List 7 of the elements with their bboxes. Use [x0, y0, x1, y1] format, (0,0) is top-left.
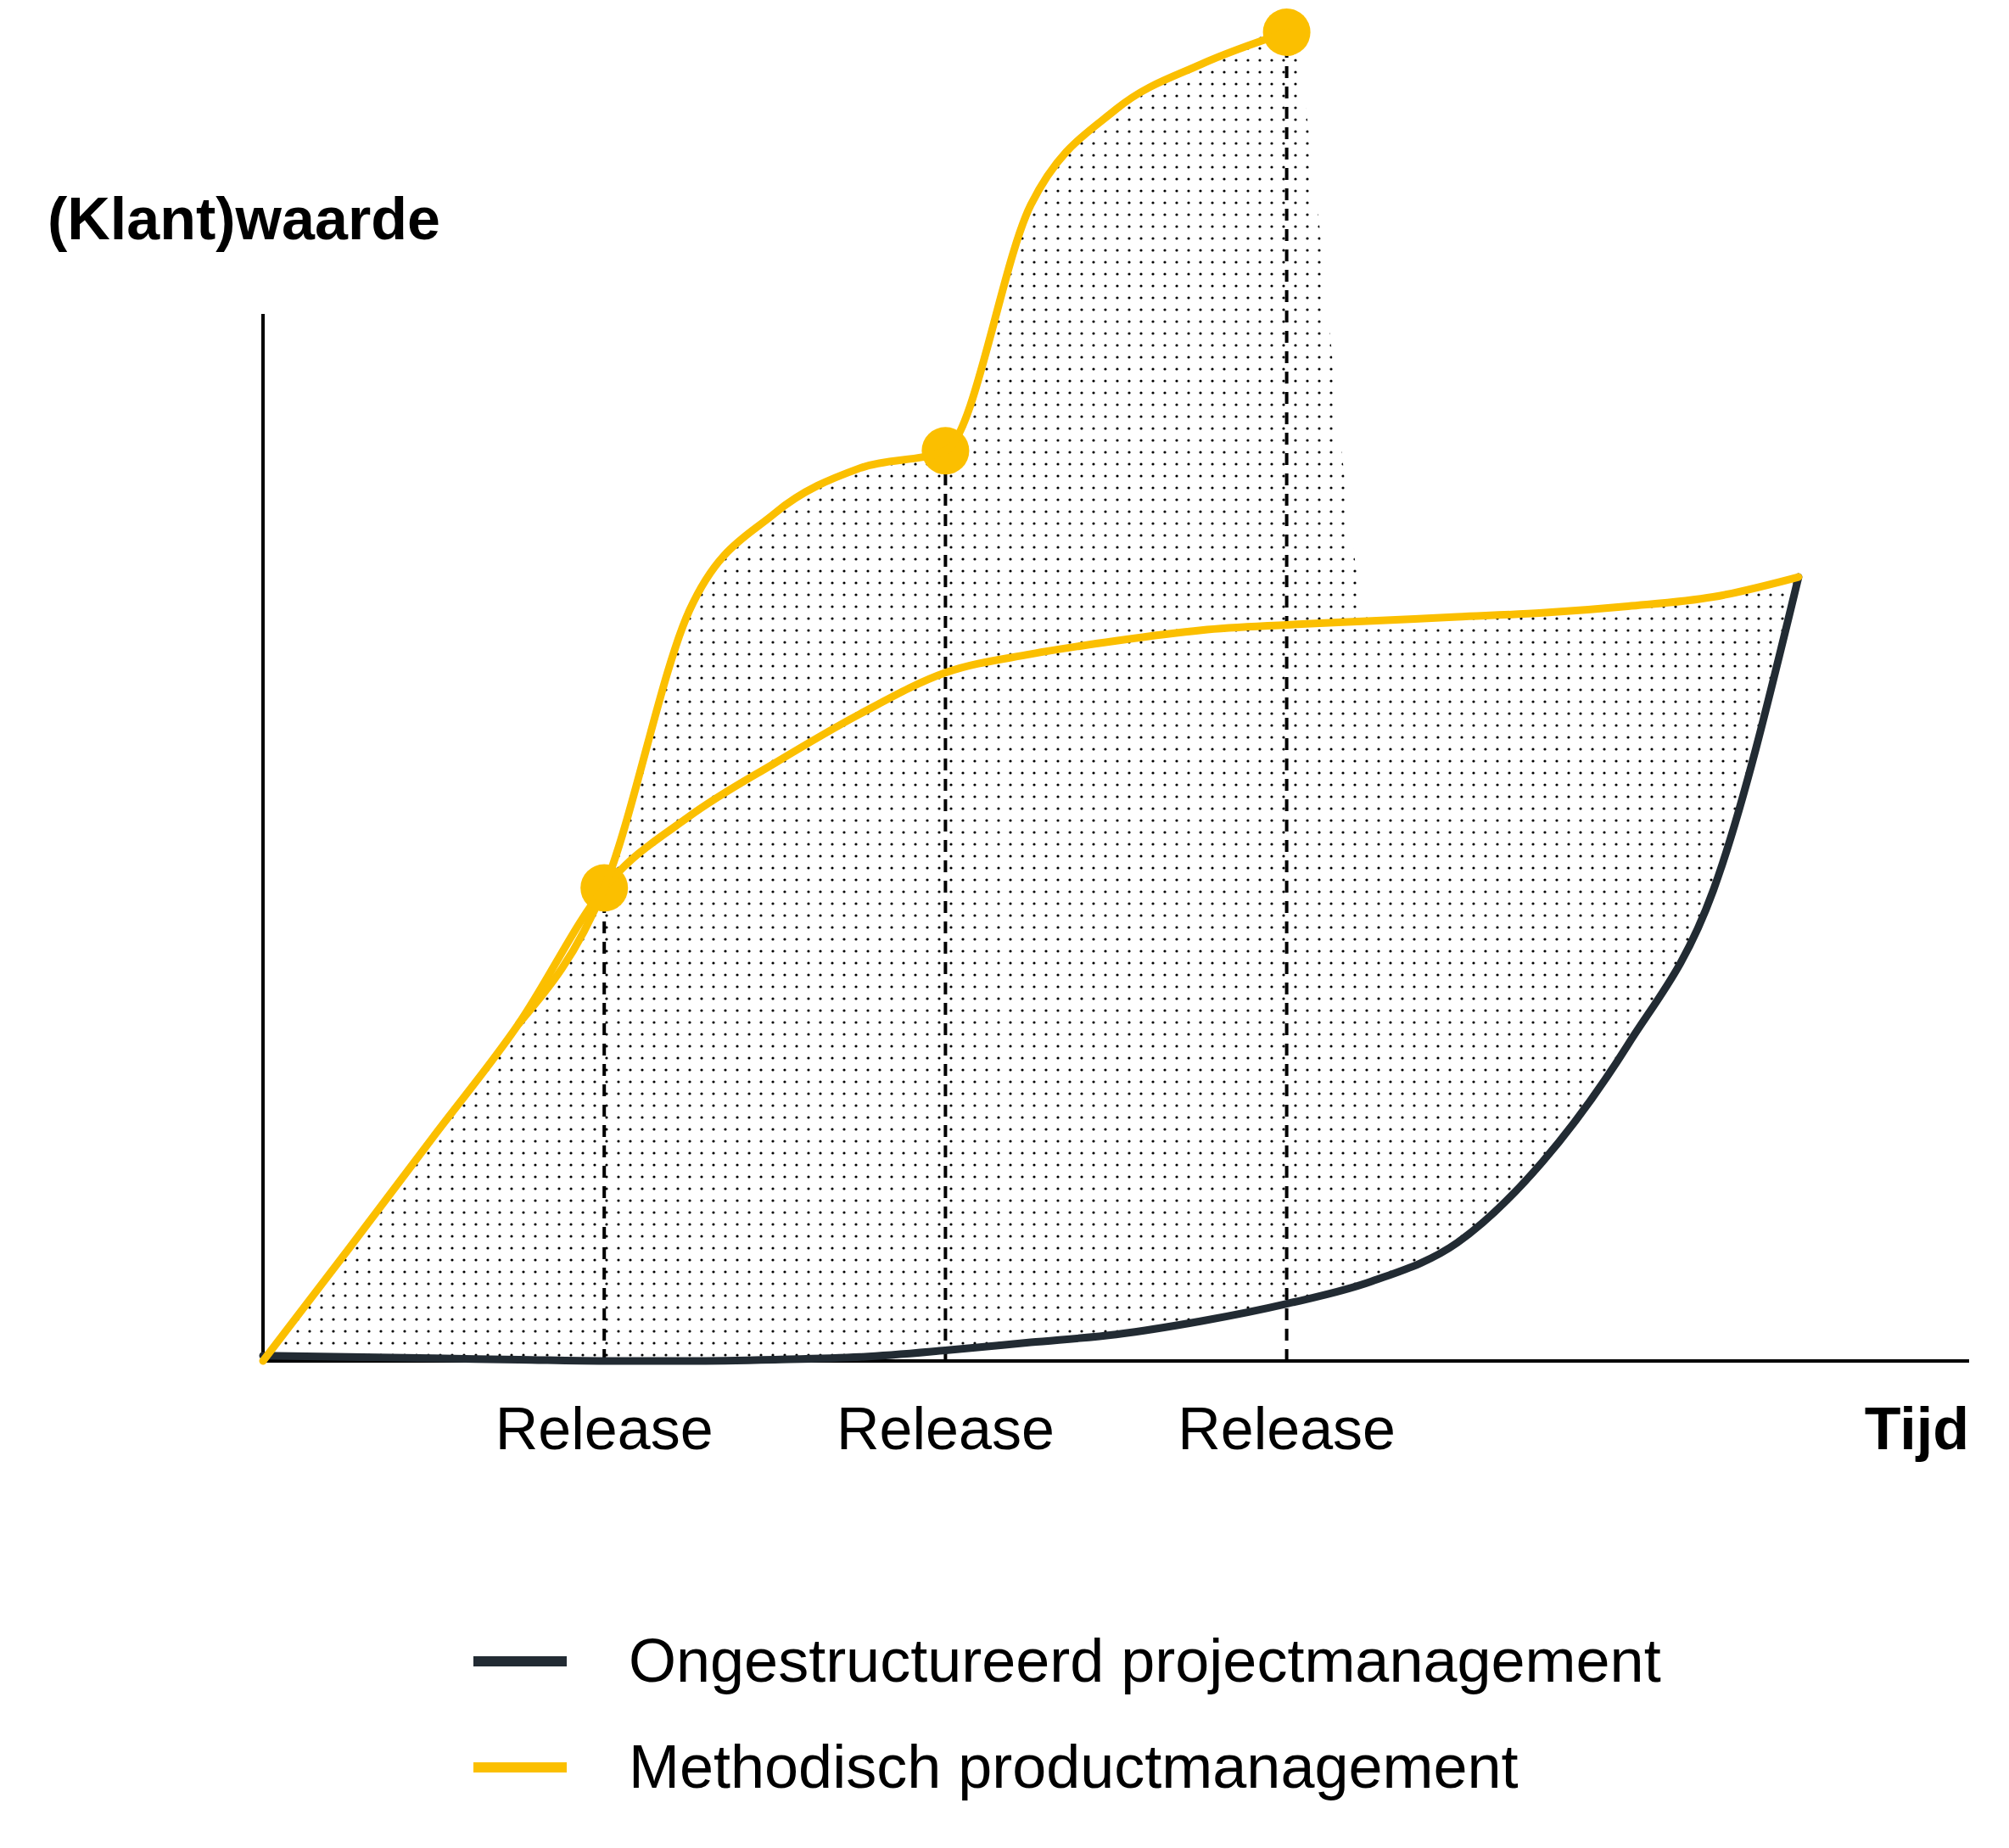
legend-label: Ongestructureerd projectmanagement	[629, 1627, 1661, 1694]
legend-label: Methodisch productmanagement	[629, 1733, 1519, 1800]
x-tick-label: Release	[1178, 1396, 1396, 1462]
x-tick-label: Release	[836, 1396, 1055, 1462]
y-axis-title: (Klant)waarde	[48, 186, 440, 252]
x-axis-title: Tijd	[1864, 1396, 1969, 1462]
x-tick-label: Release	[495, 1396, 714, 1462]
